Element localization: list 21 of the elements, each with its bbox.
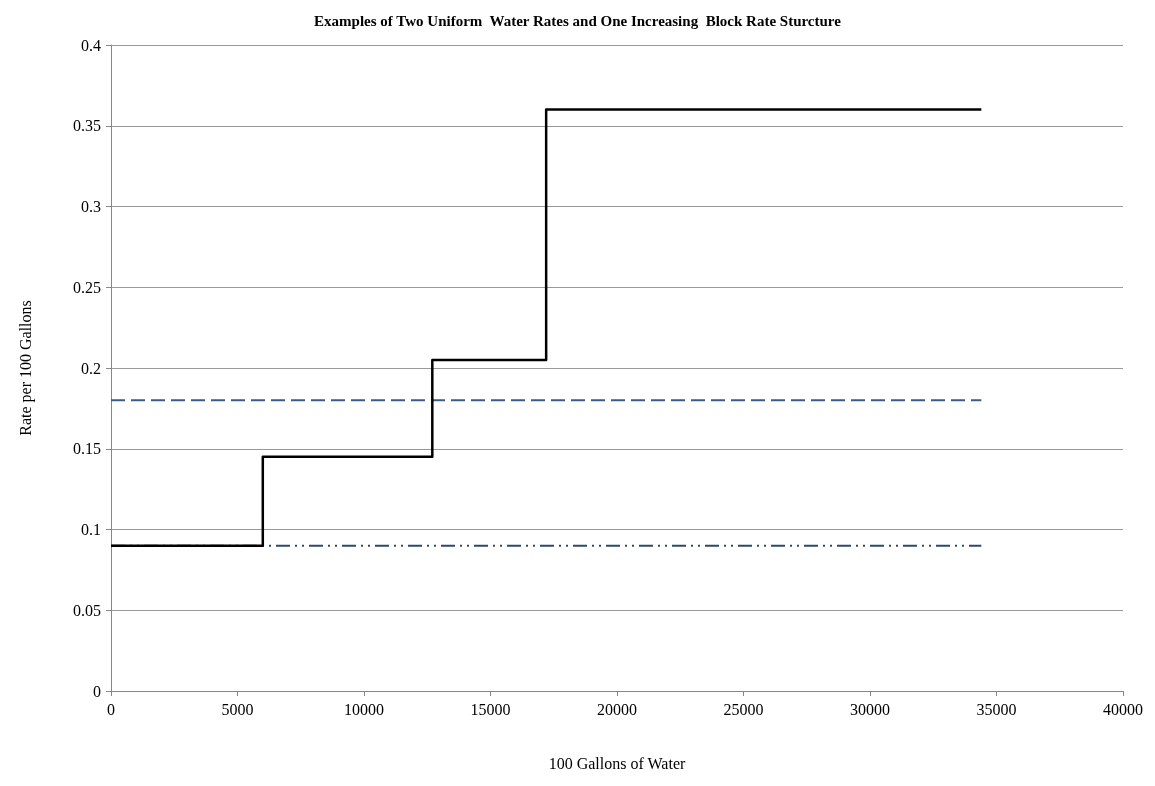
x-axis-title: 100 Gallons of Water — [548, 754, 686, 772]
x-tick-label: 20000 — [597, 700, 637, 718]
y-tick-label: 0.2 — [81, 359, 101, 377]
x-tick-label: 25000 — [723, 700, 764, 718]
y-tick-label: 0.05 — [73, 601, 101, 619]
y-tick-label: 0.25 — [73, 278, 101, 296]
x-tick-label: 0 — [107, 700, 115, 718]
x-tick-label: 15000 — [470, 700, 511, 718]
x-tick-label: 10000 — [344, 700, 384, 718]
y-tick-label: 0.1 — [81, 521, 101, 538]
x-tick-label: 5000 — [221, 700, 254, 718]
y-tick-label: 0.35 — [73, 117, 101, 135]
y-tick-label: 0.3 — [81, 198, 101, 215]
x-tick-label: 40000 — [1103, 700, 1143, 718]
y-tick-label: 0.15 — [73, 440, 101, 458]
y-tick-label: 0 — [93, 682, 101, 700]
y-axis-title: Rate per 100 Gallons — [16, 300, 35, 436]
x-tick-label: 30000 — [850, 700, 890, 718]
chart-title: Examples of Two Uniform Water Rates and One Increasing Block Rate Sturcture — [314, 12, 842, 29]
x-tick-label: 35000 — [976, 700, 1017, 718]
y-tick-label: 0.4 — [81, 36, 101, 54]
